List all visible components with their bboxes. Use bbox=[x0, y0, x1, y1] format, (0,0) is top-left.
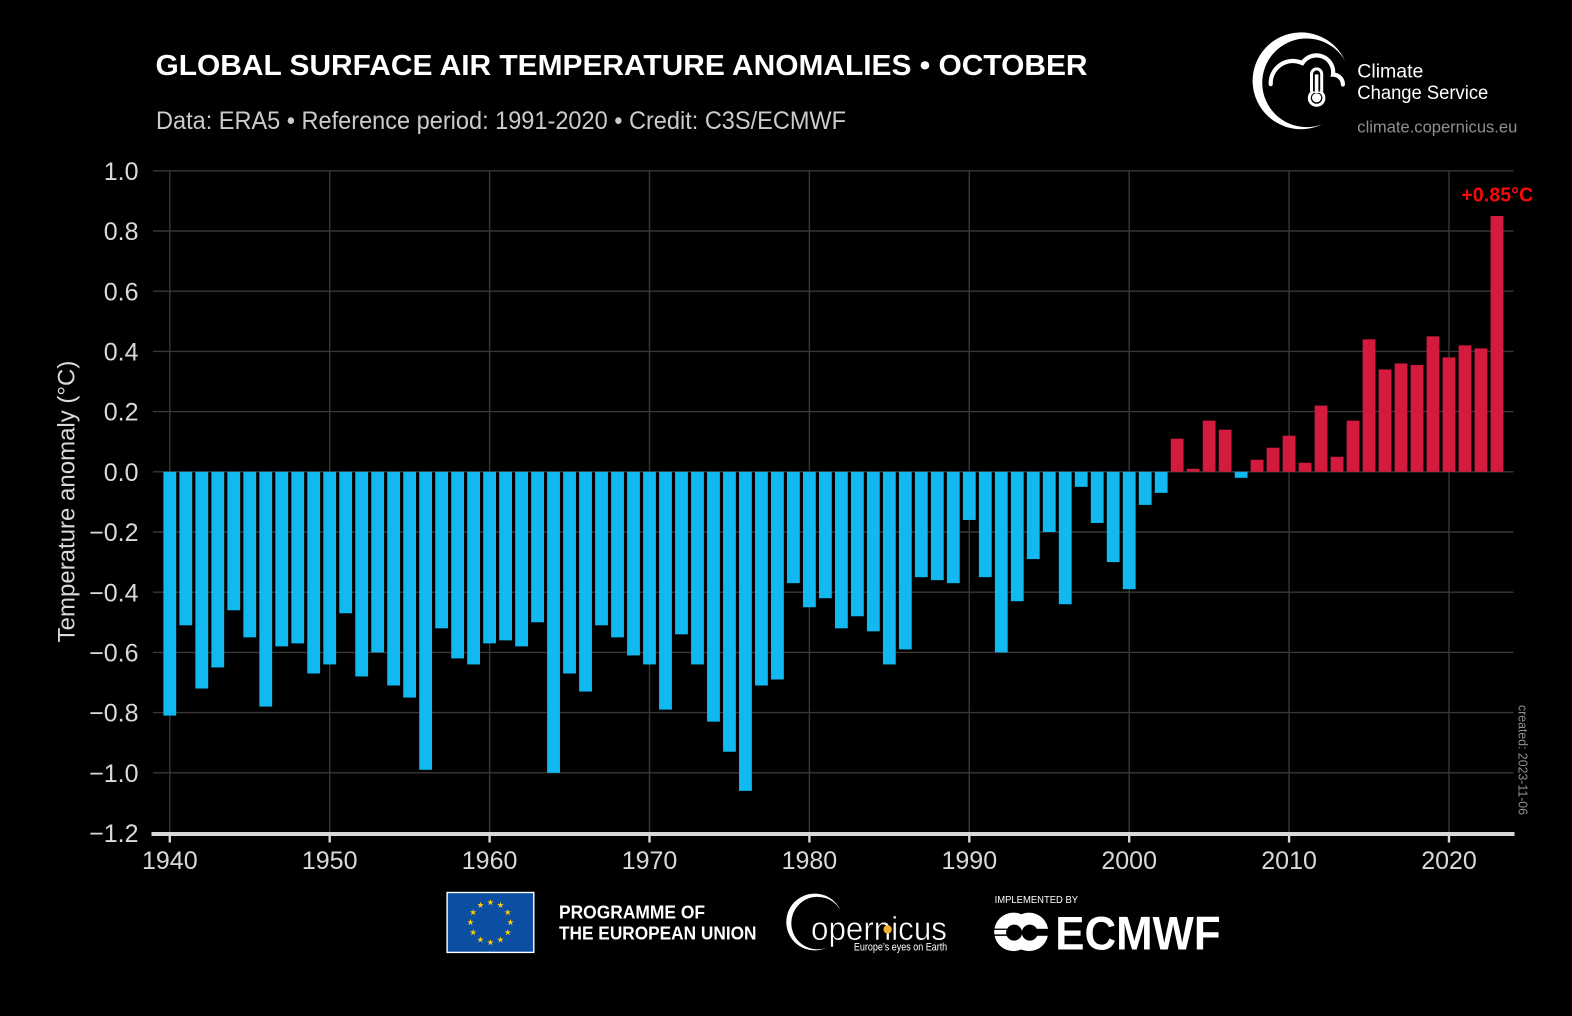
svg-text:Change Service: Change Service bbox=[1357, 82, 1488, 104]
svg-text:2020: 2020 bbox=[1421, 847, 1477, 875]
svg-text:Temperature anomaly (°C): Temperature anomaly (°C) bbox=[54, 361, 81, 643]
svg-text:Europe’s eyes on Earth: Europe’s eyes on Earth bbox=[854, 942, 947, 954]
svg-text:−1.0: −1.0 bbox=[89, 760, 138, 788]
svg-text:1960: 1960 bbox=[462, 847, 518, 875]
svg-text:0.6: 0.6 bbox=[104, 278, 139, 306]
svg-text:1940: 1940 bbox=[142, 847, 198, 875]
svg-text:1970: 1970 bbox=[622, 847, 678, 875]
svg-text:climate.copernicus.eu: climate.copernicus.eu bbox=[1357, 118, 1517, 137]
svg-text:PROGRAMME OF: PROGRAMME OF bbox=[559, 901, 705, 922]
svg-text:1.0: 1.0 bbox=[104, 158, 139, 186]
svg-text:0.0: 0.0 bbox=[104, 459, 139, 487]
svg-text:−0.6: −0.6 bbox=[89, 640, 138, 668]
svg-text:−0.8: −0.8 bbox=[89, 700, 138, 728]
svg-text:Data: ERA5 • Reference period:: Data: ERA5 • Reference period: 1991-2020… bbox=[156, 107, 846, 135]
svg-text:−0.2: −0.2 bbox=[89, 519, 138, 547]
svg-text:THE EUROPEAN UNION: THE EUROPEAN UNION bbox=[559, 922, 757, 943]
svg-text:Climate: Climate bbox=[1357, 61, 1423, 83]
svg-text:+0.85°C: +0.85°C bbox=[1461, 184, 1533, 207]
svg-text:1990: 1990 bbox=[941, 847, 997, 875]
svg-text:opernicus: opernicus bbox=[811, 910, 947, 947]
svg-text:IMPLEMENTED BY: IMPLEMENTED BY bbox=[995, 894, 1079, 906]
svg-text:0.2: 0.2 bbox=[104, 399, 139, 427]
svg-text:GLOBAL SURFACE AIR TEMPERATURE: GLOBAL SURFACE AIR TEMPERATURE ANOMALIES… bbox=[156, 50, 1088, 82]
svg-text:ECMWF: ECMWF bbox=[1055, 908, 1220, 961]
svg-text:−1.2: −1.2 bbox=[89, 820, 138, 848]
svg-text:2010: 2010 bbox=[1261, 847, 1317, 875]
svg-text:2000: 2000 bbox=[1101, 847, 1157, 875]
svg-text:1980: 1980 bbox=[782, 847, 838, 875]
svg-text:0.4: 0.4 bbox=[104, 339, 139, 367]
svg-text:−0.4: −0.4 bbox=[89, 579, 138, 607]
svg-text:created: 2023-11-06: created: 2023-11-06 bbox=[1516, 705, 1531, 815]
svg-text:1950: 1950 bbox=[302, 847, 358, 875]
svg-text:0.8: 0.8 bbox=[104, 218, 139, 246]
